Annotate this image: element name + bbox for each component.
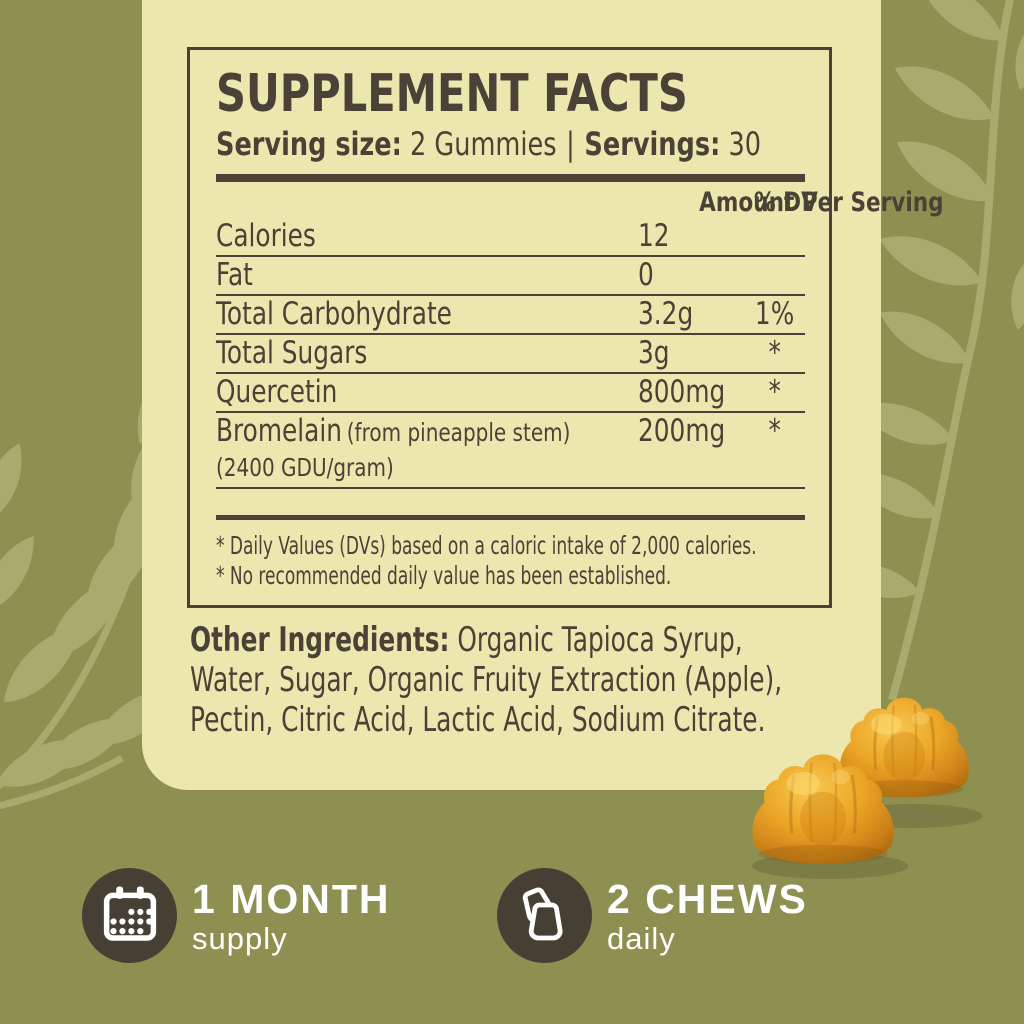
- nutrient-amount: 12: [638, 218, 670, 255]
- other-ingredients-line: Pectin, Citric Acid, Lactic Acid, Sodium…: [190, 700, 766, 740]
- footnote-line: * Daily Values (DVs) based on a caloric …: [216, 531, 757, 561]
- nutrient-dv: *: [768, 335, 781, 372]
- nutrient-dv: *: [768, 374, 781, 411]
- table-row: Calories 12: [216, 218, 805, 258]
- footnote-line: * No recommended daily value has been es…: [216, 561, 672, 591]
- other-ingredients: Other Ingredients: Organic Tapioca Syrup…: [190, 620, 890, 740]
- month-supply-caption: supply: [192, 920, 288, 956]
- chews-daily-caption: daily: [607, 920, 676, 956]
- nutrient-amount: 200mg: [638, 413, 726, 450]
- supplement-facts-title: SUPPLEMENT FACTS: [216, 64, 688, 124]
- nutrient-dv: *: [768, 413, 781, 450]
- gummies-photo: [750, 696, 983, 879]
- nutrient-amount: 3.2g: [638, 296, 694, 333]
- nutrient-subnote: (2400 GDU/gram): [216, 453, 394, 483]
- nutrient-name: Total Sugars: [216, 335, 368, 372]
- table-row: Total Carbohydrate 3.2g 1%: [216, 296, 805, 336]
- gummy-icon-circle: [497, 868, 592, 963]
- label-panel: [142, 0, 881, 790]
- nutrient-note: (from pineapple stem): [346, 418, 571, 448]
- serving-info: Serving size: 2 Gummies | Servings: 30: [216, 124, 805, 165]
- gummy-icon: [522, 887, 563, 940]
- nutrient-amount: 800mg: [638, 374, 726, 411]
- amount-header: Amount Per Serving: [699, 187, 944, 219]
- servings-value: 30: [728, 125, 762, 164]
- table-row: Total Sugars 3g *: [216, 335, 805, 375]
- other-ingredients-label: Other Ingredients:: [190, 620, 450, 660]
- nutrient-name: Calories: [216, 218, 316, 255]
- month-supply-badge: 1 MONTH supply: [82, 868, 391, 963]
- thick-rule-top: [216, 174, 805, 183]
- divider: |: [566, 125, 575, 164]
- dv-header: % DV: [753, 187, 818, 219]
- table-row: Quercetin 800mg *: [216, 374, 805, 414]
- serving-size-label: Serving size:: [216, 125, 402, 164]
- nutrient-amount: 0: [638, 257, 654, 294]
- chews-daily-badge: 2 CHEWS daily: [497, 868, 808, 963]
- nutrient-amount: 3g: [638, 335, 670, 372]
- other-ingredients-line: Water, Sugar, Organic Fruity Extraction …: [190, 660, 783, 700]
- footnotes: * Daily Values (DVs) based on a caloric …: [216, 531, 805, 591]
- table-row: Fat 0: [216, 257, 805, 297]
- other-ingredients-line: Other Ingredients: Organic Tapioca Syrup…: [190, 620, 743, 660]
- calendar-icon: [103, 885, 156, 941]
- thick-rule-bottom: [216, 515, 805, 521]
- serving-size-value: 2 Gummies: [410, 125, 557, 164]
- nutrient-name: Bromelain: [216, 413, 342, 450]
- nutrient-dv: 1%: [754, 296, 795, 333]
- supplement-facts-box: SUPPLEMENT FACTS Serving size: 2 Gummies…: [187, 47, 944, 608]
- nutrient-name: Fat: [216, 257, 253, 294]
- chews-daily-value: 2 CHEWS: [607, 875, 808, 922]
- servings-label: Servings:: [584, 125, 721, 164]
- table-row: Bromelain (from pineapple stem) 200mg * (…: [216, 413, 805, 490]
- facts-rows: Calories 12 Fat 0 Total Carbohydrate 3.2…: [216, 218, 805, 490]
- table-header: Amount Per Serving % DV: [216, 182, 944, 218]
- nutrient-name: Quercetin: [216, 374, 338, 411]
- nutrient-name: Total Carbohydrate: [216, 296, 452, 333]
- month-supply-value: 1 MONTH: [192, 875, 391, 922]
- calendar-icon-circle: [82, 868, 177, 963]
